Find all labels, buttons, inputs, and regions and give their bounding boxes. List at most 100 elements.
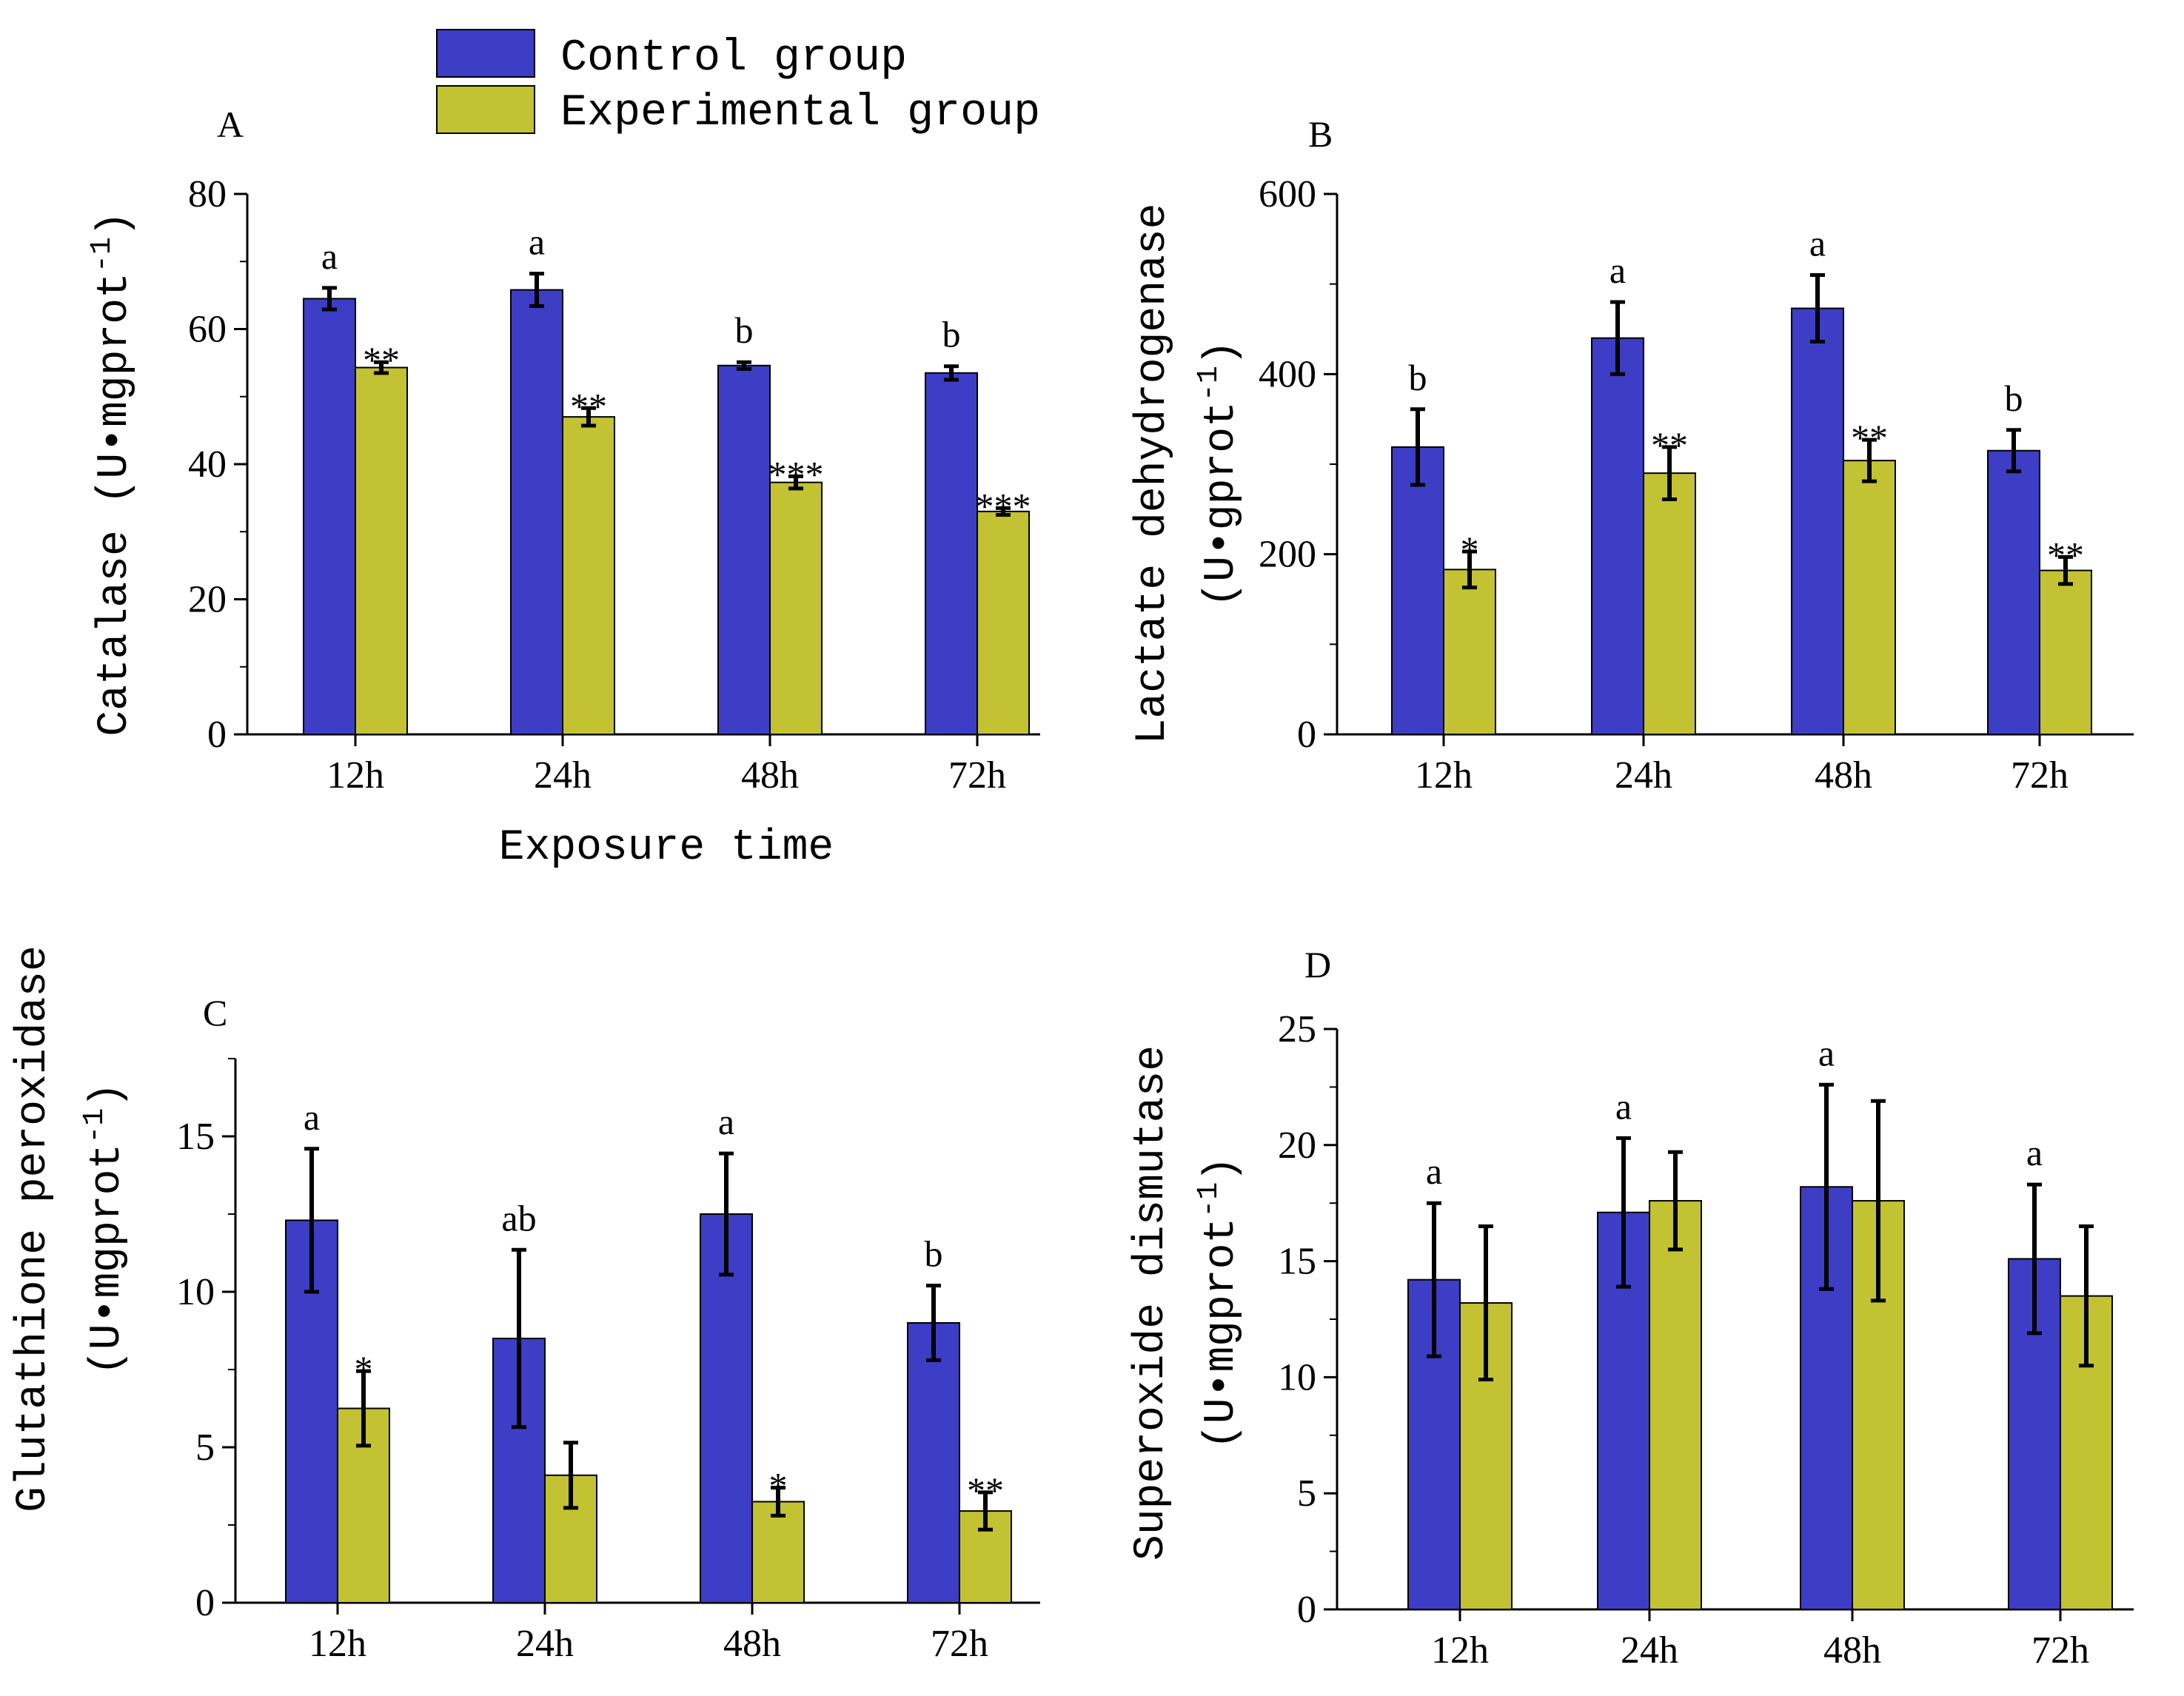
significance-label: * bbox=[1461, 529, 1479, 570]
x-tick-label: 24h bbox=[516, 1623, 574, 1665]
significance-label: *** bbox=[768, 453, 824, 495]
bar-control bbox=[925, 372, 978, 735]
y-axis-title: Superoxide dismutase bbox=[1128, 1045, 1176, 1561]
y-tick-label: 5 bbox=[1297, 1472, 1316, 1515]
group-letter-label: b bbox=[942, 314, 961, 355]
x-tick-label: 48h bbox=[1815, 754, 1872, 797]
panel-letter: A bbox=[217, 104, 244, 145]
x-tick-label: 72h bbox=[948, 754, 1006, 797]
x-tick-label: 72h bbox=[2031, 1629, 2089, 1672]
group-letter-label: ab bbox=[501, 1197, 536, 1239]
y-tick-label: 60 bbox=[188, 309, 227, 351]
legend-swatch-control bbox=[436, 29, 535, 78]
y-axis-title-unit: (U•mgprot-1) bbox=[78, 1082, 132, 1375]
y-unit-text: (U•mgprot bbox=[84, 1144, 132, 1375]
significance-label: ** bbox=[1851, 417, 1888, 458]
y-axis-title: Glutathione peroxidase bbox=[10, 945, 58, 1512]
y-unit-superscript: -1 bbox=[1193, 366, 1226, 401]
x-tick-label: 12h bbox=[309, 1623, 366, 1665]
group-letter-label: a bbox=[529, 221, 545, 263]
y-tick-label: 20 bbox=[188, 579, 227, 621]
legend-swatch-experimental bbox=[436, 85, 535, 134]
panel-letter: B bbox=[1308, 113, 1333, 155]
x-tick-label: 12h bbox=[1415, 754, 1473, 797]
y-tick-label: 10 bbox=[1278, 1356, 1316, 1398]
bar-control bbox=[717, 364, 771, 735]
group-letter-label: a bbox=[1809, 223, 1826, 264]
group-letter-label: a bbox=[1818, 1032, 1835, 1073]
bar-control bbox=[700, 1213, 753, 1603]
y-unit-close: ) bbox=[84, 1082, 132, 1108]
y-axis-title: Catalase (U•mgprot-1) bbox=[86, 211, 139, 736]
y-unit-superscript: -1 bbox=[1193, 1182, 1226, 1218]
x-tick-label: 24h bbox=[534, 754, 592, 797]
y-tick-label: 400 bbox=[1259, 353, 1316, 395]
y-unit-text: (U•mgprot bbox=[1198, 1218, 1246, 1449]
x-tick-label: 12h bbox=[326, 754, 384, 797]
y-tick-label: 600 bbox=[1259, 173, 1316, 215]
y-tick-label: 15 bbox=[1278, 1241, 1316, 1283]
group-letter-label: b bbox=[925, 1233, 943, 1275]
bar-control bbox=[1391, 446, 1444, 736]
x-tick-label: 72h bbox=[2011, 754, 2069, 797]
x-tick-label: 48h bbox=[723, 1623, 781, 1665]
group-letter-label: a bbox=[304, 1096, 320, 1138]
y-title-superscript: -1 bbox=[86, 237, 119, 272]
y-unit-superscript: -1 bbox=[78, 1108, 112, 1144]
y-axis-title-unit: (U•mgprot-1) bbox=[1193, 1156, 1246, 1449]
y-tick-label: 40 bbox=[188, 443, 227, 486]
significance-label: ** bbox=[363, 339, 400, 381]
panel-letter: C bbox=[203, 992, 227, 1033]
y-tick-label: 0 bbox=[195, 1582, 215, 1624]
y-axis-title: Lactate dehydrogenase bbox=[1129, 204, 1177, 745]
y-tick-label: 200 bbox=[1259, 534, 1316, 576]
y-axis-title-unit: (U•gprot-1) bbox=[1193, 340, 1246, 607]
significance-label: ** bbox=[2047, 534, 2084, 575]
y-tick-label: 5 bbox=[195, 1427, 215, 1469]
bar-experimental bbox=[355, 366, 408, 735]
y-unit-text: (U•gprot bbox=[1198, 401, 1246, 607]
bar-experimental bbox=[977, 510, 1030, 735]
significance-label: *** bbox=[976, 485, 1031, 526]
x-tick-label: 12h bbox=[1431, 1629, 1489, 1672]
significance-label: ** bbox=[1651, 424, 1688, 466]
legend-label-experimental: Experimental group bbox=[560, 88, 1040, 138]
significance-label: * bbox=[355, 1348, 373, 1390]
group-letter-label: a bbox=[2026, 1132, 2043, 1173]
significance-label: ** bbox=[570, 385, 607, 426]
bar-control bbox=[907, 1322, 960, 1603]
chart-panel-D: D 0 5 10 15 20 25 12h 24h 48h 72h a a a a Superoxide di… bbox=[1128, 944, 2134, 1672]
legend: Control group Experimental group bbox=[436, 29, 1040, 138]
y-title-text: Catalase (U•mgprot bbox=[91, 272, 139, 737]
x-tick-label: 72h bbox=[931, 1623, 988, 1665]
bar-control bbox=[1591, 337, 1644, 735]
y-tick-label: 80 bbox=[188, 173, 227, 215]
panel-letter: D bbox=[1304, 944, 1331, 985]
bar-experimental bbox=[1443, 569, 1496, 735]
bar-control bbox=[1791, 307, 1844, 735]
y-tick-label: 15 bbox=[176, 1116, 215, 1158]
group-letter-label: b bbox=[735, 309, 754, 351]
y-tick-label: 0 bbox=[207, 714, 227, 756]
x-axis-title: Exposure time bbox=[499, 824, 834, 872]
x-tick-label: 48h bbox=[1823, 1629, 1881, 1672]
group-letter-label: b bbox=[1409, 357, 1427, 398]
group-letter-label: a bbox=[321, 235, 338, 277]
y-tick-label: 25 bbox=[1278, 1008, 1316, 1050]
bar-experimental bbox=[751, 1501, 805, 1603]
group-letter-label: a bbox=[1615, 1085, 1632, 1127]
bar-experimental bbox=[1649, 1200, 1702, 1610]
bar-control bbox=[510, 289, 563, 735]
y-title-close: ) bbox=[91, 211, 139, 237]
group-letter-label: b bbox=[2005, 378, 2023, 419]
bar-experimental bbox=[1643, 472, 1696, 736]
bar-control bbox=[1987, 449, 2040, 735]
y-tick-label: 20 bbox=[1278, 1124, 1316, 1167]
y-tick-label: 0 bbox=[1297, 714, 1316, 756]
legend-label-control: Control group bbox=[560, 33, 907, 84]
